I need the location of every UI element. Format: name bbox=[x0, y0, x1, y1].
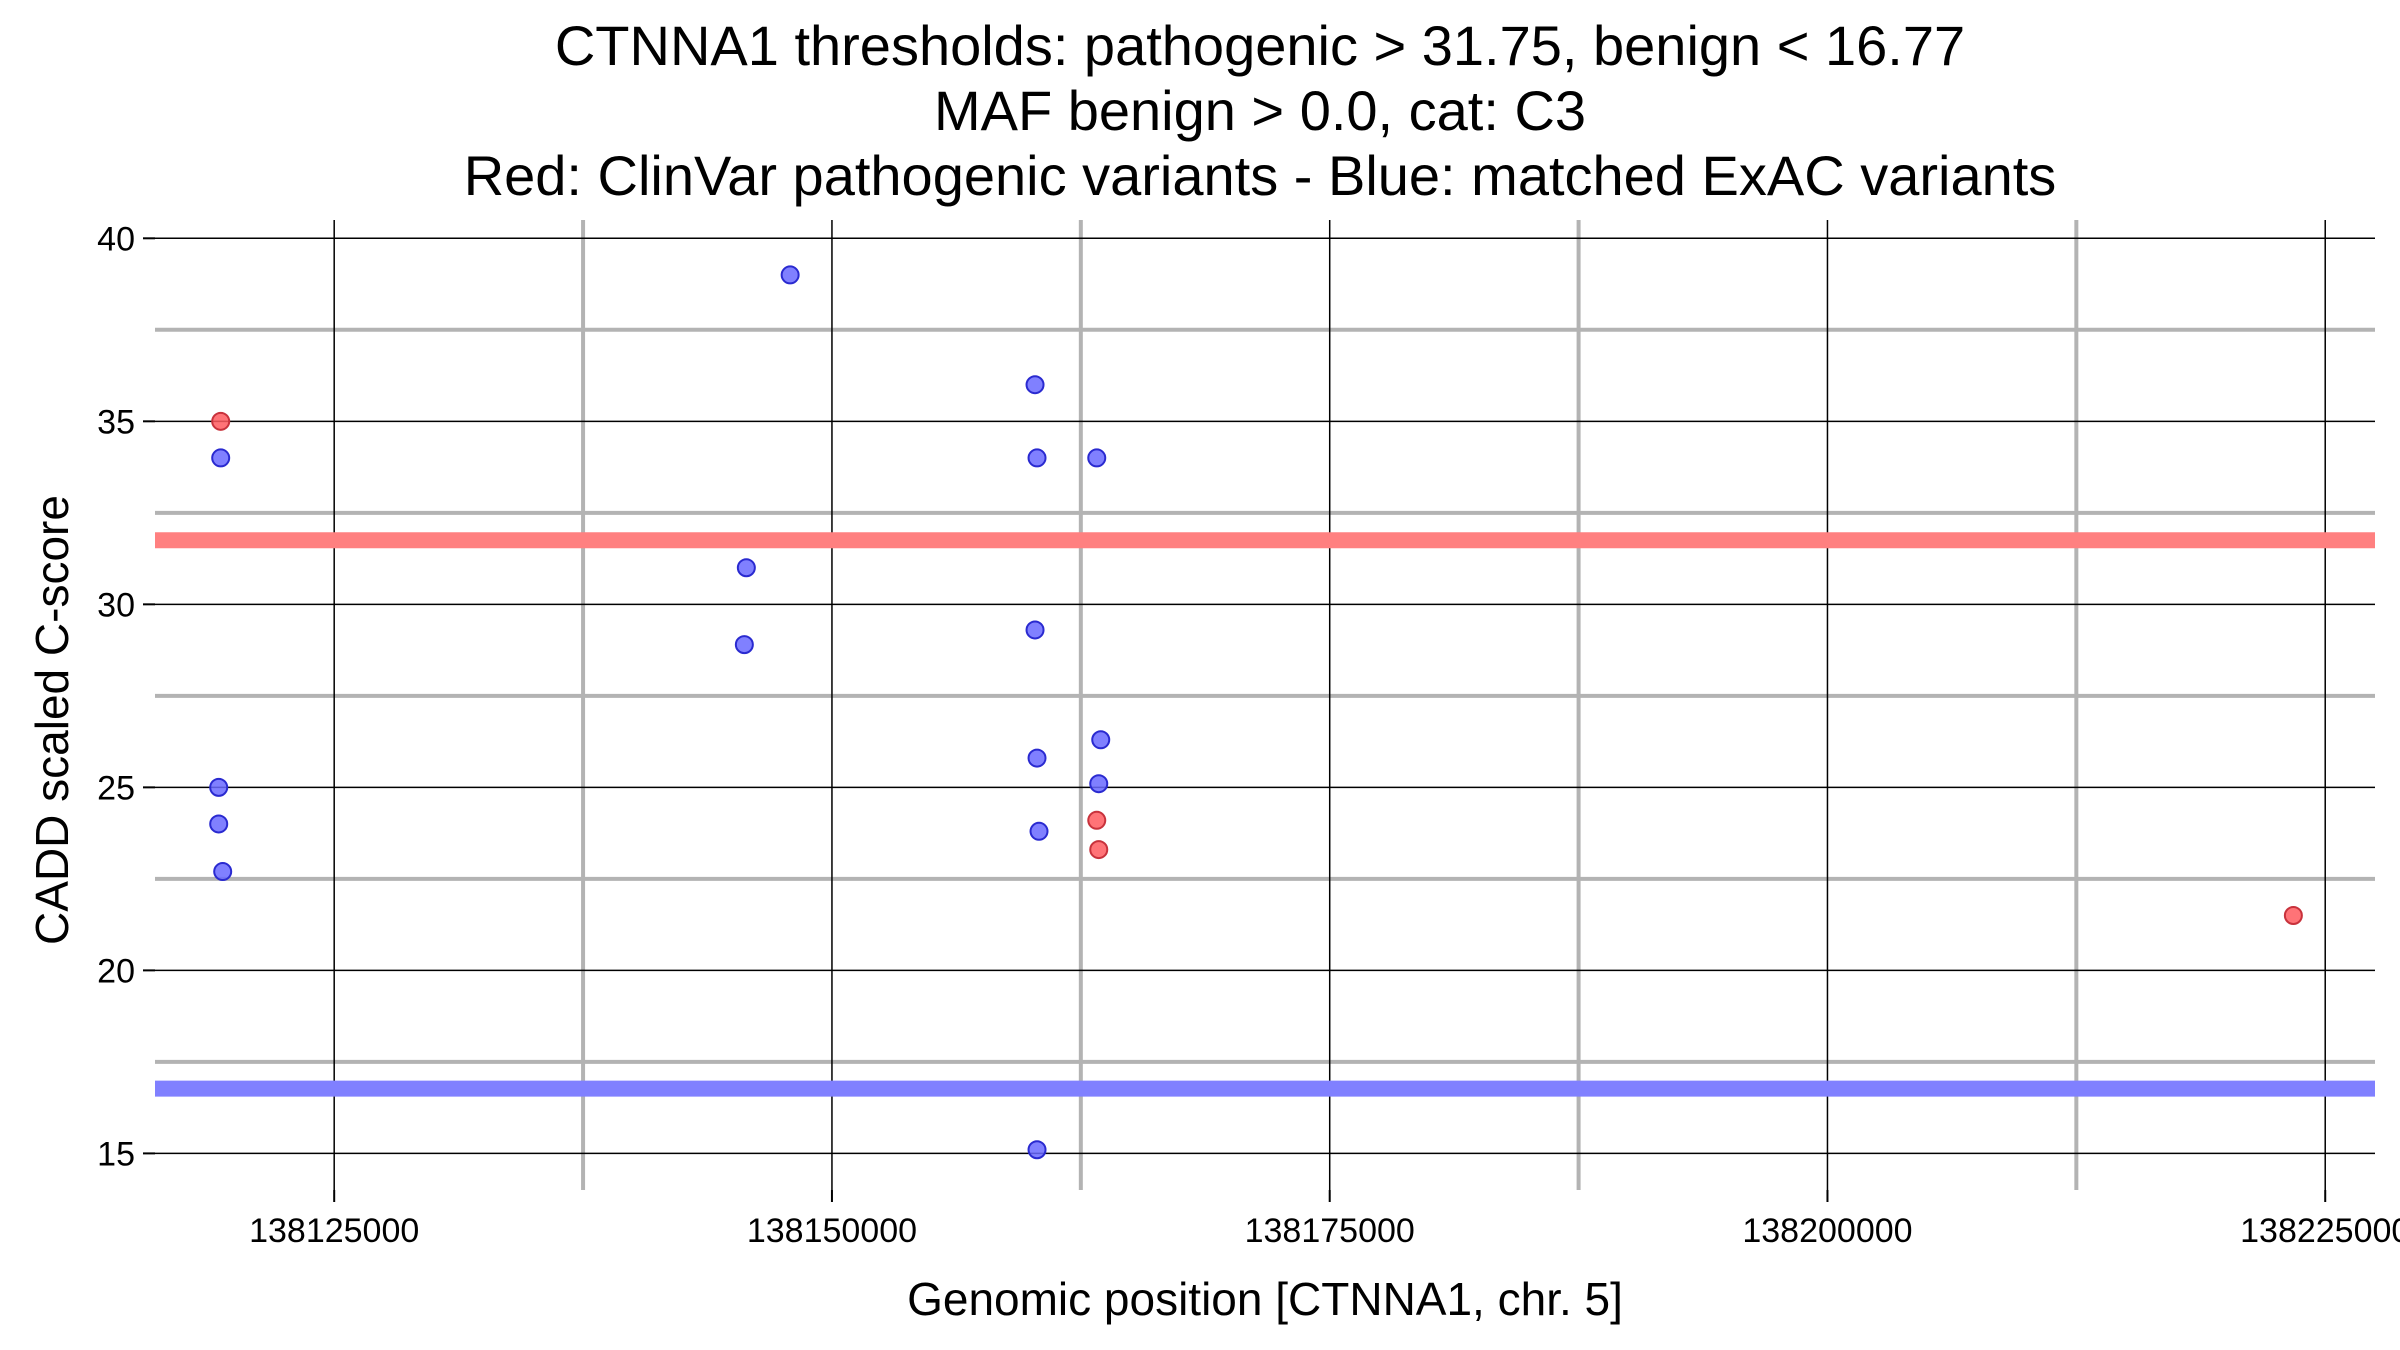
clinvar-point-0 bbox=[211, 411, 231, 431]
exac-point-2 bbox=[209, 814, 229, 834]
title-line-3: Red: ClinVar pathogenic variants - Blue:… bbox=[464, 144, 2057, 207]
exac-point-13 bbox=[1089, 774, 1109, 794]
threshold-lines bbox=[155, 532, 2375, 1097]
y-tick-label-5: 40 bbox=[97, 220, 135, 258]
exac-point-8 bbox=[1027, 448, 1047, 468]
exac-point-6 bbox=[734, 635, 754, 655]
chart-title: CTNNA1 thresholds: pathogenic > 31.75, b… bbox=[464, 14, 2057, 207]
y-tick-label-4: 35 bbox=[97, 403, 135, 441]
exac-point-12 bbox=[1027, 748, 1047, 768]
title-line-2: MAF benign > 0.0, cat: C3 bbox=[934, 79, 1586, 142]
y-tick-label-2: 25 bbox=[97, 769, 135, 807]
x-tick-label-1: 138150000 bbox=[747, 1212, 917, 1250]
exac-point-15 bbox=[1027, 1140, 1047, 1160]
y-axis-label: CADD scaled C-score bbox=[26, 495, 78, 945]
y-tick-label-1: 20 bbox=[97, 952, 135, 990]
x-tick-label-3: 138200000 bbox=[1742, 1212, 1912, 1250]
exac-point-9 bbox=[1087, 448, 1107, 468]
clinvar-point-1 bbox=[1087, 810, 1107, 830]
x-tick-label-2: 138175000 bbox=[1245, 1212, 1415, 1250]
clinvar-point-2 bbox=[1089, 840, 1109, 860]
exac-point-1 bbox=[209, 777, 229, 797]
x-tick-label-0: 138125000 bbox=[249, 1212, 419, 1250]
exac-point-10 bbox=[1025, 620, 1045, 640]
exac-point-4 bbox=[780, 265, 800, 285]
exac-point-0 bbox=[211, 448, 231, 468]
minor-gridlines bbox=[155, 220, 2375, 1190]
data-points bbox=[209, 265, 2303, 1160]
exac-point-7 bbox=[1025, 375, 1045, 395]
exac-point-5 bbox=[736, 558, 756, 578]
exac-point-3 bbox=[213, 862, 233, 882]
y-tick-label-0: 15 bbox=[97, 1135, 135, 1173]
title-line-1: CTNNA1 thresholds: pathogenic > 31.75, b… bbox=[555, 14, 1965, 77]
clinvar-point-3 bbox=[2283, 905, 2303, 925]
y-tick-label-3: 30 bbox=[97, 586, 135, 624]
major-gridlines bbox=[155, 220, 2375, 1190]
exac-point-11 bbox=[1091, 730, 1111, 750]
exac-point-14 bbox=[1029, 821, 1049, 841]
y-axis-ticks: 15 20 25 30 35 40 bbox=[97, 220, 155, 1173]
x-axis-label: Genomic position [CTNNA1, chr. 5] bbox=[907, 1273, 1623, 1325]
x-axis-ticks: 138125000 138150000 138175000 138200000 1382… bbox=[249, 1190, 2400, 1250]
x-tick-label-4: 138225000 bbox=[2240, 1212, 2400, 1250]
